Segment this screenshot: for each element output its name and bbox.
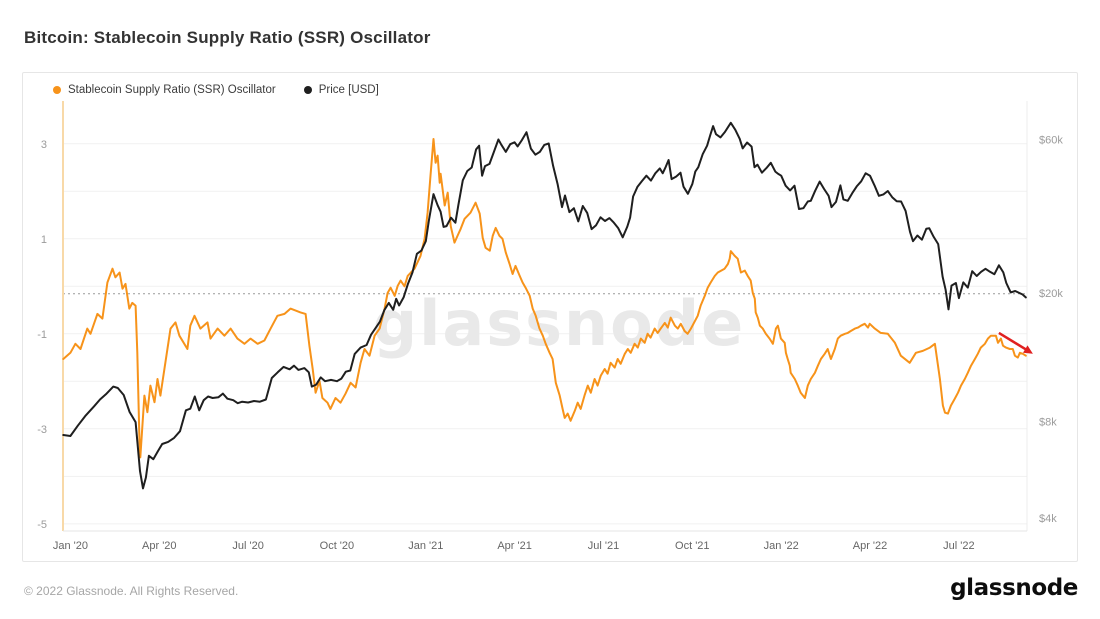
y-left-tick-label: -5 xyxy=(37,519,47,531)
x-axis-tick-label: Oct '20 xyxy=(320,540,355,552)
chart-panel: Stablecoin Supply Ratio (SSR) Oscillator… xyxy=(22,72,1078,562)
legend-label: Price [USD] xyxy=(318,84,379,96)
glassnode-logo: glassnode xyxy=(950,575,1078,601)
x-axis-tick-label: Oct '21 xyxy=(675,540,710,552)
x-axis-tick-label: Jul '21 xyxy=(588,540,619,552)
y-left-tick-label: 3 xyxy=(41,139,47,151)
legend-dot-icon xyxy=(303,86,312,94)
x-axis-tick-label: Jul '20 xyxy=(232,540,263,552)
page-title: Bitcoin: Stablecoin Supply Ratio (SSR) O… xyxy=(24,28,431,47)
trend-arrow-head-icon xyxy=(1023,345,1033,354)
legend-item-ssr-oscillator[interactable]: Stablecoin Supply Ratio (SSR) Oscillator xyxy=(53,84,276,96)
glassnode-watermark: glassnode xyxy=(373,287,745,360)
y-right-tick-label: $60k xyxy=(1039,135,1063,147)
x-axis-tick-label: Apr '20 xyxy=(142,540,177,552)
trend-arrow-line xyxy=(998,331,1029,352)
y-left-tick-label: 1 xyxy=(41,234,47,246)
chart-plot-area[interactable]: glassnode 3 1 -1 -3 -5 $60k $20k $8k $4k Jan '20 Ap… xyxy=(23,73,1079,563)
x-axis-tick-label: Apr '22 xyxy=(853,540,888,552)
footer-copyright: © 2022 Glassnode. All Rights Reserved. xyxy=(24,584,239,598)
y-right-tick-label: $4k xyxy=(1039,513,1057,525)
y-left-tick-label: -1 xyxy=(37,329,47,341)
x-axis-tick-label: Jan '20 xyxy=(53,540,88,552)
legend-item-price[interactable]: Price [USD] xyxy=(303,84,379,96)
legend-dot-icon xyxy=(53,86,61,94)
chart-legend: Stablecoin Supply Ratio (SSR) Oscillator… xyxy=(53,84,379,96)
y-right-tick-label: $20k xyxy=(1039,288,1063,300)
legend-label: Stablecoin Supply Ratio (SSR) Oscillator xyxy=(68,84,276,96)
y-right-tick-label: $8k xyxy=(1039,416,1057,428)
ssr-oscillator-line xyxy=(62,138,1027,459)
x-axis-tick-label: Jan '22 xyxy=(764,540,799,552)
x-axis-tick-label: Jul '22 xyxy=(943,540,974,552)
x-axis-tick-label: Jan '21 xyxy=(408,540,443,552)
y-left-tick-label: -3 xyxy=(37,424,47,436)
price-line xyxy=(62,121,1027,490)
x-axis-tick-label: Apr '21 xyxy=(497,540,532,552)
